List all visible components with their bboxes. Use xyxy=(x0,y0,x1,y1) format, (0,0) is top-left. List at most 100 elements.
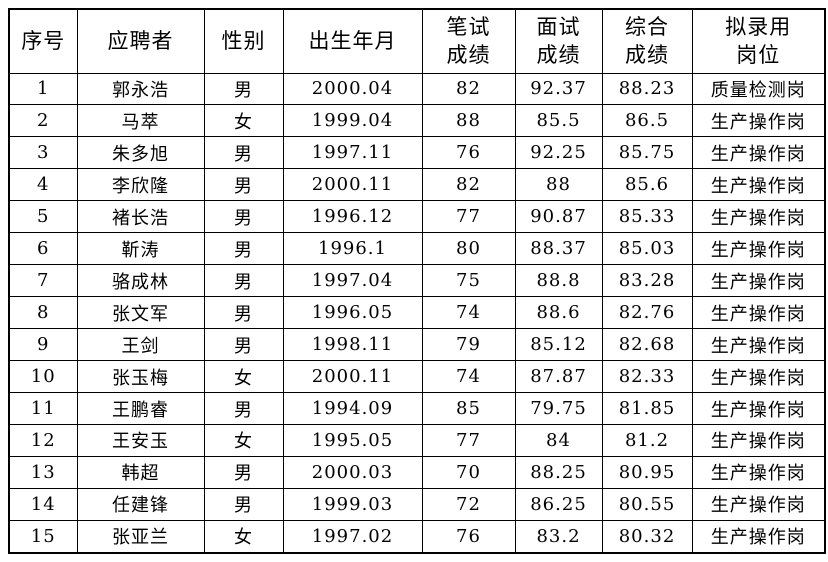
table-row: 1 郭永浩 男 2000.04 82 92.37 88.23 质量检测岗 xyxy=(8,72,826,106)
cell-interview-score: 92.25 xyxy=(514,136,603,170)
cell-interview-score: 88.6 xyxy=(514,296,603,330)
cell-interview-score: 84 xyxy=(514,423,603,457)
cell-birth-date: 1996.12 xyxy=(282,200,423,234)
cell-index: 12 xyxy=(8,423,78,457)
cell-index: 11 xyxy=(8,392,78,425)
cell-position: 生产操作岗 xyxy=(691,232,826,266)
cell-written-score: 80 xyxy=(421,232,516,266)
table-row: 4 李欣隆 男 2000.11 82 88 85.6 生产操作岗 xyxy=(8,168,826,202)
table-row: 14 任建锋 男 1999.03 72 86.25 80.55 生产操作岗 xyxy=(8,487,826,521)
header-position: 拟录用 岗位 xyxy=(691,8,826,74)
cell-position: 生产操作岗 xyxy=(691,423,826,457)
cell-index: 14 xyxy=(8,487,78,521)
cell-position: 生产操作岗 xyxy=(691,328,826,362)
cell-index: 13 xyxy=(8,455,78,489)
cell-gender: 男 xyxy=(203,455,284,489)
cell-birth-date: 1994.09 xyxy=(282,392,423,425)
cell-overall-score: 85.03 xyxy=(601,232,693,266)
cell-gender: 男 xyxy=(203,200,284,234)
cell-gender: 男 xyxy=(203,232,284,266)
cell-written-score: 82 xyxy=(421,168,516,202)
cell-overall-score: 80.32 xyxy=(601,519,693,554)
cell-interview-score: 88.8 xyxy=(514,264,603,298)
cell-gender: 女 xyxy=(203,423,284,457)
cell-position: 生产操作岗 xyxy=(691,168,826,202)
cell-birth-date: 1996.1 xyxy=(282,232,423,266)
header-written-score: 笔试 成绩 xyxy=(421,8,516,74)
cell-interview-score: 85.12 xyxy=(514,328,603,362)
cell-applicant-name: 褚长浩 xyxy=(76,200,205,234)
table-row: 9 王剑 男 1998.11 79 85.12 82.68 生产操作岗 xyxy=(8,328,826,362)
cell-applicant-name: 任建锋 xyxy=(76,487,205,521)
cell-overall-score: 85.6 xyxy=(601,168,693,202)
cell-overall-score: 88.23 xyxy=(601,72,693,106)
cell-overall-score: 85.75 xyxy=(601,136,693,170)
table-row: 10 张玉梅 女 2000.11 74 87.87 82.33 生产操作岗 xyxy=(8,360,826,394)
cell-index: 1 xyxy=(8,72,78,106)
cell-gender: 男 xyxy=(203,168,284,202)
table-row: 3 朱多旭 男 1997.11 76 92.25 85.75 生产操作岗 xyxy=(8,136,826,170)
cell-position: 质量检测岗 xyxy=(691,72,826,106)
table-row: 8 张文军 男 1996.05 74 88.6 82.76 生产操作岗 xyxy=(8,296,826,330)
cell-index: 10 xyxy=(8,360,78,394)
cell-index: 8 xyxy=(8,296,78,330)
cell-written-score: 70 xyxy=(421,455,516,489)
cell-overall-score: 85.33 xyxy=(601,200,693,234)
cell-interview-score: 85.5 xyxy=(514,104,603,138)
cell-written-score: 74 xyxy=(421,360,516,394)
table-row: 11 王鹏睿 男 1994.09 85 79.75 81.85 生产操作岗 xyxy=(8,392,826,425)
cell-overall-score: 81.2 xyxy=(601,423,693,457)
table-row: 6 靳涛 男 1996.1 80 88.37 85.03 生产操作岗 xyxy=(8,232,826,266)
cell-birth-date: 1998.11 xyxy=(282,328,423,362)
cell-gender: 男 xyxy=(203,72,284,106)
header-row: 序号 应聘者 性别 出生年月 笔试 成绩 面试 成绩 综合 成绩 拟录用 岗位 xyxy=(8,8,826,74)
cell-birth-date: 1997.11 xyxy=(282,136,423,170)
cell-applicant-name: 靳涛 xyxy=(76,232,205,266)
cell-birth-date: 2000.11 xyxy=(282,360,423,394)
header-gender: 性别 xyxy=(203,8,284,74)
recruitment-table: 序号 应聘者 性别 出生年月 笔试 成绩 面试 成绩 综合 成绩 拟录用 岗位 … xyxy=(8,8,826,554)
cell-interview-score: 79.75 xyxy=(514,392,603,425)
cell-applicant-name: 张玉梅 xyxy=(76,360,205,394)
cell-written-score: 76 xyxy=(421,136,516,170)
table-body: 1 郭永浩 男 2000.04 82 92.37 88.23 质量检测岗 2 马… xyxy=(8,72,826,554)
cell-gender: 女 xyxy=(203,519,284,554)
cell-applicant-name: 马萃 xyxy=(76,104,205,138)
cell-applicant-name: 骆成林 xyxy=(76,264,205,298)
cell-birth-date: 2000.03 xyxy=(282,455,423,489)
cell-gender: 男 xyxy=(203,264,284,298)
cell-index: 7 xyxy=(8,264,78,298)
table-row: 5 褚长浩 男 1996.12 77 90.87 85.33 生产操作岗 xyxy=(8,200,826,234)
table-row: 15 张亚兰 女 1997.02 76 83.2 80.32 生产操作岗 xyxy=(8,519,826,554)
cell-birth-date: 1995.05 xyxy=(282,423,423,457)
cell-applicant-name: 王鹏睿 xyxy=(76,392,205,425)
cell-written-score: 77 xyxy=(421,200,516,234)
cell-index: 5 xyxy=(8,200,78,234)
header-overall-score: 综合 成绩 xyxy=(601,8,693,74)
cell-written-score: 75 xyxy=(421,264,516,298)
cell-overall-score: 81.85 xyxy=(601,392,693,425)
cell-position: 生产操作岗 xyxy=(691,519,826,554)
cell-written-score: 77 xyxy=(421,423,516,457)
cell-interview-score: 88 xyxy=(514,168,603,202)
cell-applicant-name: 韩超 xyxy=(76,455,205,489)
cell-position: 生产操作岗 xyxy=(691,487,826,521)
header-index: 序号 xyxy=(8,8,78,74)
cell-index: 4 xyxy=(8,168,78,202)
cell-gender: 男 xyxy=(203,296,284,330)
table-row: 2 马萃 女 1999.04 88 85.5 86.5 生产操作岗 xyxy=(8,104,826,138)
cell-index: 15 xyxy=(8,519,78,554)
cell-applicant-name: 王剑 xyxy=(76,328,205,362)
cell-gender: 女 xyxy=(203,104,284,138)
cell-birth-date: 1996.05 xyxy=(282,296,423,330)
table-row: 13 韩超 男 2000.03 70 88.25 80.95 生产操作岗 xyxy=(8,455,826,489)
cell-applicant-name: 张文军 xyxy=(76,296,205,330)
cell-index: 6 xyxy=(8,232,78,266)
cell-applicant-name: 张亚兰 xyxy=(76,519,205,554)
cell-interview-score: 86.25 xyxy=(514,487,603,521)
cell-position: 生产操作岗 xyxy=(691,104,826,138)
cell-interview-score: 88.37 xyxy=(514,232,603,266)
cell-written-score: 85 xyxy=(421,392,516,425)
cell-birth-date: 2000.04 xyxy=(282,72,423,106)
